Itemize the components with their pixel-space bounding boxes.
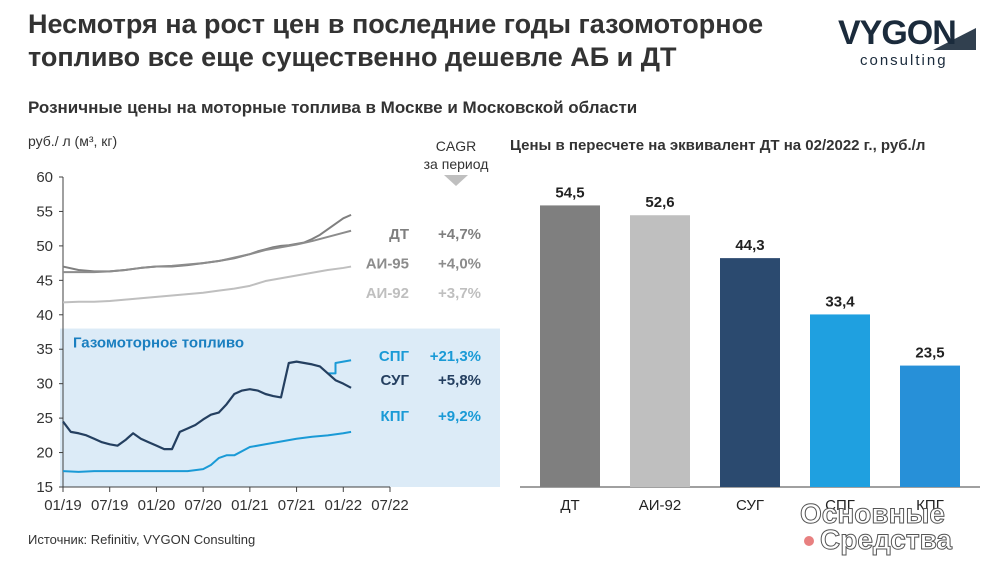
page-title: Несмотря на рост цен в последние годы га… xyxy=(28,9,764,72)
y-tick-label: 20 xyxy=(36,445,53,462)
bar-value-label: 44,3 xyxy=(735,237,764,254)
series-label-kpg: КПГ xyxy=(381,408,410,425)
source-note: Источник: Refinitiv, VYGON Consulting xyxy=(28,532,256,547)
cagr-header-line1: CAGR xyxy=(435,138,477,154)
y-tick-label: 55 xyxy=(36,203,53,220)
bar-value-label: 52,6 xyxy=(645,194,674,211)
bar-category-label: СУГ xyxy=(736,497,764,514)
series-label-spg: СПГ xyxy=(379,348,410,365)
y-tick-label: 50 xyxy=(36,238,53,255)
y-tick-label: 60 xyxy=(36,169,53,186)
cagr-header: CAGR за период xyxy=(406,137,506,191)
bar-value-label: 54,5 xyxy=(555,184,584,201)
series-label-sug: СУГ xyxy=(381,372,410,389)
watermark-line2: Средства xyxy=(819,524,953,556)
logo-wordmark: VYGON xyxy=(838,14,957,52)
series-cagr-sug: +5,8% xyxy=(438,372,481,389)
y-tick-label: 30 xyxy=(36,376,53,393)
series-line-ai95 xyxy=(63,229,352,274)
bar-category-label: ДТ xyxy=(560,497,579,514)
bar-chart: 54,5 ДТ 52,6 АИ-92 44,3 СУГ 33,4 СПГ 23,5 КПГ xyxy=(520,184,980,514)
watermark-dot-icon xyxy=(804,536,814,546)
series-cagr-dt: +4,7% xyxy=(438,226,481,243)
series-line-kpg xyxy=(62,430,352,473)
x-tick-label: 01/20 xyxy=(138,497,176,514)
logo-accent-icon xyxy=(933,28,976,50)
x-tick-label: 07/22 xyxy=(371,497,409,514)
x-tick-label: 07/20 xyxy=(184,497,222,514)
watermark-line1: Основные xyxy=(800,498,946,530)
y-tick-label: 25 xyxy=(36,410,53,427)
bar-2 xyxy=(630,215,690,487)
bar-4 xyxy=(810,314,870,487)
series-line-sug xyxy=(62,360,352,451)
series-label-dt: ДТ xyxy=(389,226,409,243)
x-tick-label: 01/22 xyxy=(325,497,363,514)
x-tick-label: 01/21 xyxy=(231,497,269,514)
y-tick-label: 40 xyxy=(36,307,53,324)
bar-5 xyxy=(900,365,960,487)
series-cagr-ai95: +4,0% xyxy=(438,256,481,273)
cagr-header-line2: за период xyxy=(423,156,489,172)
bar-1 xyxy=(540,205,600,487)
x-tick-label: 01/19 xyxy=(44,497,82,514)
gas-fuel-band-label: Газомоторное топливо xyxy=(73,335,244,352)
y-tick-label: 45 xyxy=(36,272,53,289)
bar-3 xyxy=(720,258,780,487)
y-tick-label: 35 xyxy=(36,341,53,358)
logo-subtitle: consulting xyxy=(860,52,948,69)
vygon-logo: VYGON consulting xyxy=(838,14,978,70)
series-cagr-kpg: +9,2% xyxy=(438,408,481,425)
x-tick-label: 07/21 xyxy=(278,497,316,514)
series-cagr-spg: +21,3% xyxy=(430,348,481,365)
unit-label: руб./ л (м³, кг) xyxy=(28,133,118,149)
bar-value-label: 33,4 xyxy=(825,293,855,310)
series-line-ai92 xyxy=(62,265,352,304)
watermark-logo: Основные Средства xyxy=(800,498,990,558)
x-tick-label: 07/19 xyxy=(91,497,129,514)
cagr-arrow-icon xyxy=(444,175,468,186)
bar-value-label: 23,5 xyxy=(915,345,944,362)
line-chart: Газомоторное топливо 15 20 25 30 35 40 45 50 55 60… xyxy=(36,169,500,514)
series-cagr-ai92: +3,7% xyxy=(438,285,481,302)
series-line-spg xyxy=(327,359,352,375)
bar-chart-title: Цены в пересчете на эквивалент ДТ на 02/… xyxy=(510,137,926,154)
chart-subtitle: Розничные цены на моторные топлива в Мос… xyxy=(28,98,638,117)
y-tick-label: 15 xyxy=(36,479,53,496)
bar-category-label: СПГ xyxy=(825,497,855,514)
gas-fuel-band xyxy=(60,328,500,487)
bar-category-label: КПГ xyxy=(916,497,944,514)
bar-category-label: АИ-92 xyxy=(639,497,681,514)
series-label-ai92: АИ-92 xyxy=(366,285,409,302)
series-label-ai95: АИ-95 xyxy=(366,256,409,273)
